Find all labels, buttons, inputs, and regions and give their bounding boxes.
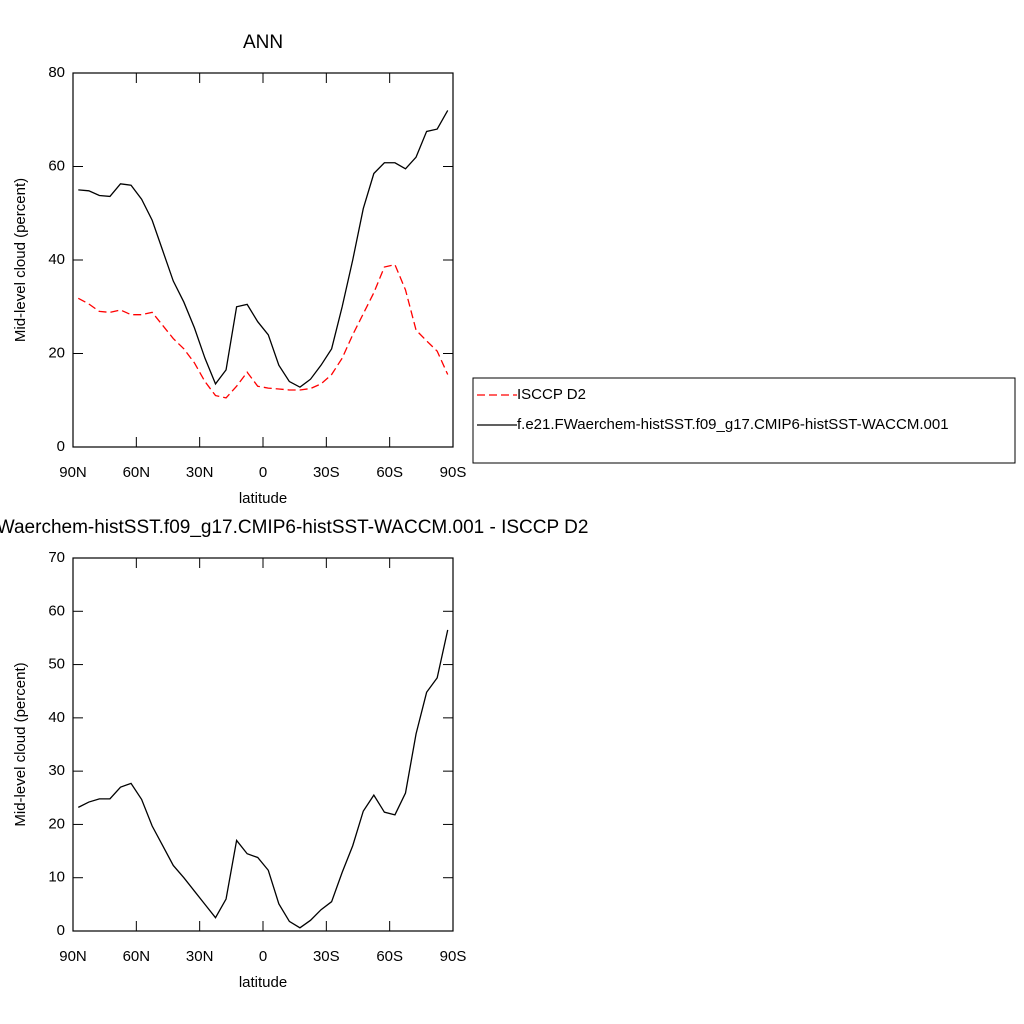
y-tick-label: 0 xyxy=(57,922,65,939)
y-tick-label: 0 xyxy=(57,438,65,455)
x-tick-label: 90S xyxy=(440,948,467,965)
legend-box xyxy=(472,377,1016,464)
y-tick-label: 70 xyxy=(48,549,65,566)
chart-title: ANN xyxy=(243,32,283,53)
x-tick-label: 60S xyxy=(376,464,403,481)
y-axis-label: Mid-level cloud (percent) xyxy=(12,178,29,342)
legend-label: f.e21.FWaerchem-histSST.f09_g17.CMIP6-hi… xyxy=(517,416,949,433)
y-tick-label: 20 xyxy=(48,815,65,832)
line-series xyxy=(78,110,449,388)
y-tick-label: 60 xyxy=(48,157,65,174)
x-tick-label: 0 xyxy=(259,464,267,481)
y-tick-label: 40 xyxy=(48,709,65,726)
x-tick-label: 90N xyxy=(59,948,87,965)
x-tick-label: 30S xyxy=(313,948,340,965)
y-tick-label: 10 xyxy=(48,869,65,886)
chart-title: f.e21.FWaerchem-histSST.f09_g17.CMIP6-hi… xyxy=(0,517,588,538)
y-tick-label: 50 xyxy=(48,656,65,673)
x-tick-label: 90S xyxy=(440,464,467,481)
legend-label: ISCCP D2 xyxy=(517,386,586,403)
x-tick-label: 60S xyxy=(376,948,403,965)
y-axis-label: Mid-level cloud (percent) xyxy=(12,662,29,826)
plot-frame xyxy=(72,557,454,932)
x-axis-label: latitude xyxy=(239,490,287,507)
x-tick-label: 30N xyxy=(186,948,214,965)
x-tick-label: 0 xyxy=(259,948,267,965)
x-tick-label: 60N xyxy=(123,464,151,481)
x-tick-label: 30S xyxy=(313,464,340,481)
x-axis-label: latitude xyxy=(239,974,287,991)
y-tick-label: 40 xyxy=(48,251,65,268)
y-tick-label: 20 xyxy=(48,344,65,361)
y-tick-label: 80 xyxy=(48,64,65,81)
x-tick-label: 60N xyxy=(123,948,151,965)
y-tick-label: 30 xyxy=(48,762,65,779)
y-tick-label: 60 xyxy=(48,602,65,619)
x-tick-label: 90N xyxy=(59,464,87,481)
x-tick-label: 30N xyxy=(186,464,214,481)
plot-frame xyxy=(72,72,454,448)
line-series xyxy=(77,263,449,399)
line-series xyxy=(77,629,449,929)
